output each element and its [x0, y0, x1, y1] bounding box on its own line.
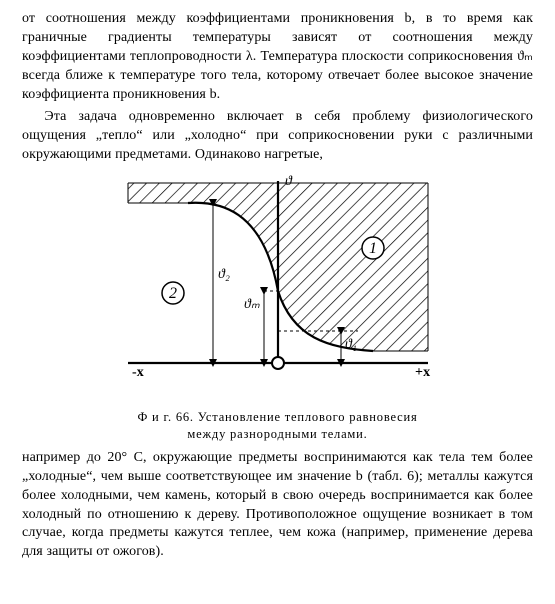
theta2-label: ϑ₂: [218, 267, 230, 282]
paragraph-3: например до 20° С, окружающие предметы в…: [22, 449, 533, 562]
hatched-region-right: [278, 183, 428, 351]
figure-caption-line2: между разнородными телами.: [187, 427, 367, 441]
theta-label: ϑ: [285, 174, 293, 189]
minus-x-label: -x: [132, 365, 144, 380]
figure-66: 2 1 ϑ ϑ₂ ϑₘ ϑ₁ +x -x Ф и г. 66. Установл…: [22, 173, 533, 443]
plus-x-label: +x: [415, 365, 430, 380]
paragraph-2: Эта задача одновременно включает в себя …: [22, 108, 533, 165]
paragraph-1: от соотношения между коэффициентами прон…: [22, 10, 533, 104]
origin-marker: [272, 357, 284, 369]
region-2-label: 2: [168, 285, 176, 302]
figure-caption-line1: Ф и г. 66. Установление теплового равнов…: [137, 410, 417, 424]
figure-caption: Ф и г. 66. Установление теплового равнов…: [137, 409, 417, 443]
theta1-label: ϑ₁: [345, 337, 357, 352]
figure-svg: 2 1 ϑ ϑ₂ ϑₘ ϑ₁ +x -x: [118, 173, 438, 403]
thetam-label: ϑₘ: [244, 297, 260, 312]
region-1-label: 1: [368, 240, 376, 257]
hatched-region-left: [128, 183, 278, 291]
